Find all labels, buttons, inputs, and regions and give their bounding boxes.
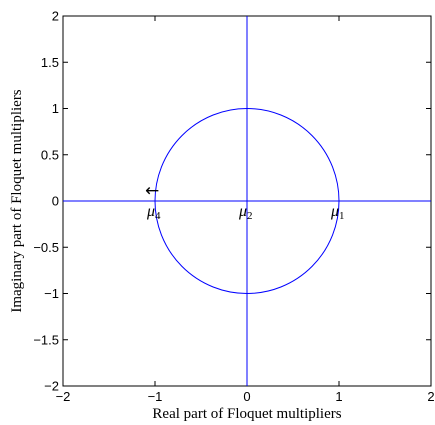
x-tick-label: −1: [148, 389, 163, 404]
x-axis-label: Real part of Floquet multipliers: [152, 406, 341, 422]
x-tick-label: −2: [56, 389, 71, 404]
x-tick-label: 2: [427, 389, 434, 404]
chart-marks: [63, 16, 431, 386]
tick-labels: −2 −1 0 1 2 −2 −1.5 −1 −0.5 0 0.5 1 1.5 2: [33, 9, 434, 405]
y-tick-label: −1.5: [33, 332, 59, 347]
x-tick-label: 1: [335, 389, 342, 404]
left-arrow-icon: ←: [145, 181, 159, 201]
y-tick-label: −0.5: [33, 240, 59, 255]
y-tick-label: −2: [44, 379, 59, 394]
y-tick-label: 0: [52, 194, 59, 209]
y-tick-label: −1: [44, 286, 59, 301]
y-axis-label: Imaginary part of Floquet multipliers: [9, 89, 25, 312]
y-tick-label: 0.5: [41, 147, 59, 162]
y-tick-label: 1.5: [41, 55, 59, 70]
y-tick-label: 2: [52, 9, 59, 24]
y-tick-label: 1: [52, 101, 59, 116]
x-tick-label: 0: [243, 389, 250, 404]
